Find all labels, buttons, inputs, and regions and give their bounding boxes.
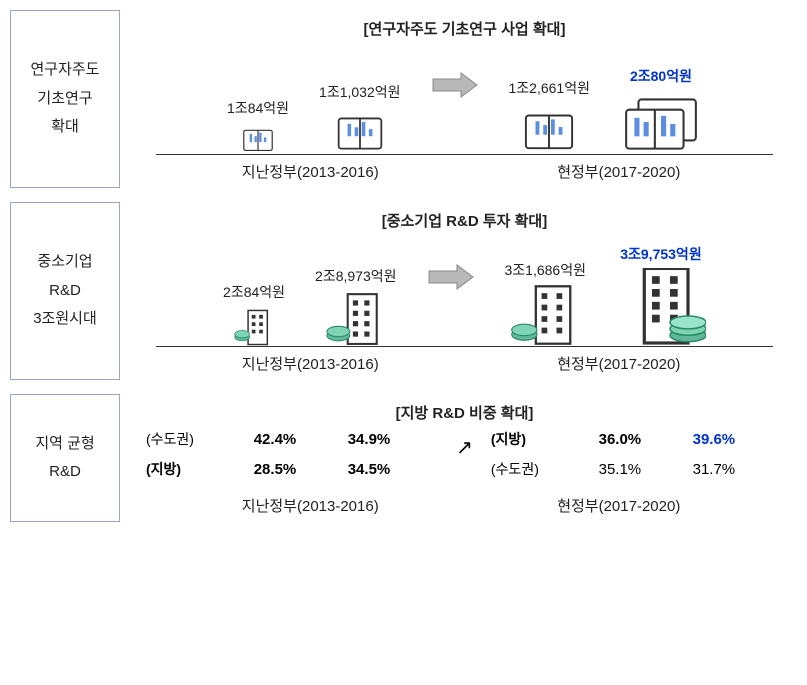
ratio-value: 42.4%	[240, 431, 310, 448]
ratio-value: 35.1%	[585, 461, 655, 478]
book-icon	[333, 106, 387, 154]
label-line: 3조원시대	[33, 305, 97, 334]
ratio-label: (수도권)	[146, 429, 216, 449]
ratio-value: 34.5%	[334, 461, 404, 478]
building-icon	[616, 268, 706, 346]
bar-1: 2조84억원	[223, 282, 285, 346]
value-label: 2조80억원	[630, 66, 692, 86]
ratio-label: (수도권)	[491, 459, 561, 479]
bar-2: 2조8,973억원	[315, 266, 396, 346]
chart-title: [지방 R&D 비중 확대]	[136, 402, 793, 423]
label-line: 연구자주도	[30, 56, 99, 85]
bar-3: 1조2,661억원	[509, 78, 590, 154]
label-line: 중소기업	[33, 248, 97, 277]
periods-row: 지난정부(2013-2016) 현정부(2017-2020)	[156, 353, 773, 374]
section-label: 연구자주도 기초연구 확대	[10, 10, 120, 188]
section-basic-research: 연구자주도 기초연구 확대 [연구자주도 기초연구 사업 확대] 1조84억원 …	[10, 10, 797, 188]
arrow-icon	[427, 263, 475, 291]
period-left: 지난정부(2013-2016)	[156, 161, 465, 182]
book-icon	[520, 102, 578, 154]
periods-row: 지난정부(2013-2016) 현정부(2017-2020)	[156, 161, 773, 182]
periods-row: 지난정부(2013-2016) 현정부(2017-2020)	[156, 495, 773, 516]
trend-arrow-icon: ↗	[450, 435, 479, 460]
section-label: 중소기업 R&D 3조원시대	[10, 202, 120, 380]
period-left: 지난정부(2013-2016)	[156, 353, 465, 374]
ratio-row: (지방) 28.5% 34.5%	[146, 459, 438, 479]
label-line: R&D	[33, 277, 97, 306]
book-icon	[240, 122, 276, 154]
arrow-icon	[431, 71, 479, 99]
label-line: R&D	[35, 458, 94, 487]
label-line: 지역 균형	[35, 430, 94, 459]
ratio-value: 36.0%	[585, 431, 655, 448]
ratio-value: 31.7%	[679, 461, 749, 478]
period-left: 지난정부(2013-2016)	[156, 495, 465, 516]
value-label: 3조1,686억원	[505, 260, 586, 280]
label-line: 확대	[30, 113, 99, 142]
bar-1: 1조84억원	[227, 98, 289, 154]
ratio-left: (수도권) 42.4% 34.9% (지방) 28.5% 34.5%	[146, 429, 438, 489]
bar-2: 1조1,032억원	[319, 82, 400, 154]
period-right: 현정부(2017-2020)	[465, 161, 774, 182]
building-icon	[324, 290, 388, 346]
section-regional-rnd: 지역 균형 R&D [지방 R&D 비중 확대] (수도권) 42.4% 34.…	[10, 394, 797, 522]
book-icon	[620, 90, 702, 154]
period-right: 현정부(2017-2020)	[465, 495, 774, 516]
ratio-value: 34.9%	[334, 431, 404, 448]
ratio-right: (지방) 36.0% 39.6% (수도권) 35.1% 31.7%	[491, 429, 783, 489]
bar-4: 3조9,753억원	[616, 244, 706, 346]
section-label: 지역 균형 R&D	[10, 394, 120, 522]
bar-4: 2조80억원	[620, 66, 702, 154]
period-right: 현정부(2017-2020)	[465, 353, 774, 374]
value-label: 1조1,032억원	[319, 82, 400, 102]
ratio-value: 39.6%	[679, 431, 749, 448]
icons-row: 1조84억원 1조1,032억원	[156, 45, 773, 155]
ratio-row: (수도권) 35.1% 31.7%	[491, 459, 783, 479]
value-label: 1조84억원	[227, 98, 289, 118]
section-content: [지방 R&D 비중 확대] (수도권) 42.4% 34.9% (지방) 28…	[132, 394, 797, 522]
icons-row: 2조84억원 2조8,973억원	[156, 237, 773, 347]
section-content: [중소기업 R&D 투자 확대] 2조84억원 2조8,973억원	[132, 202, 797, 380]
ratio-row: (지방) 36.0% 39.6%	[491, 429, 783, 449]
chart-title: [연구자주도 기초연구 사업 확대]	[136, 18, 793, 39]
ratio-label: (지방)	[491, 429, 561, 449]
value-label: 2조84억원	[223, 282, 285, 302]
value-label: 3조9,753억원	[620, 244, 701, 264]
ratio-grid: (수도권) 42.4% 34.9% (지방) 28.5% 34.5% ↗ (지방…	[136, 429, 793, 489]
value-label: 1조2,661억원	[509, 78, 590, 98]
ratio-row: (수도권) 42.4% 34.9%	[146, 429, 438, 449]
section-content: [연구자주도 기초연구 사업 확대] 1조84억원 1조1,032억원	[132, 10, 797, 188]
building-icon	[510, 284, 580, 346]
section-sme-rnd: 중소기업 R&D 3조원시대 [중소기업 R&D 투자 확대] 2조84억원 2…	[10, 202, 797, 380]
bar-3: 3조1,686억원	[505, 260, 586, 346]
label-line: 기초연구	[30, 85, 99, 114]
value-label: 2조8,973억원	[315, 266, 396, 286]
chart-title: [중소기업 R&D 투자 확대]	[136, 210, 793, 231]
ratio-label: (지방)	[146, 459, 216, 479]
ratio-value: 28.5%	[240, 461, 310, 478]
building-icon	[230, 306, 278, 346]
